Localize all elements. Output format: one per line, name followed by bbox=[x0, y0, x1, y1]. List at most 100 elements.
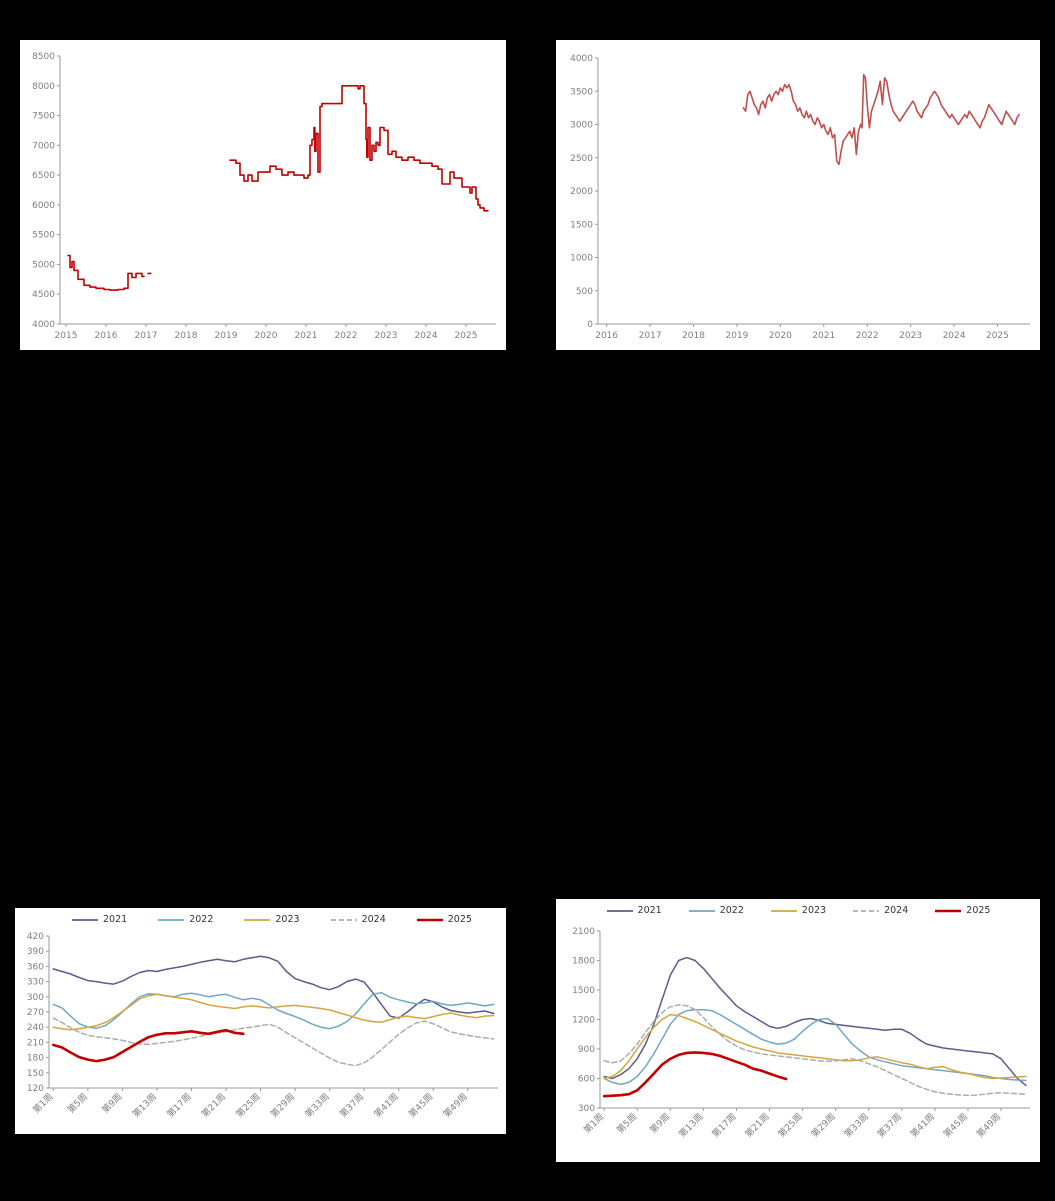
line-chart: 0 500 1000 1500 2000 2500 3000 3500 4000 2016 2017… bbox=[570, 54, 1030, 341]
svg-text:2100: 2100 bbox=[572, 927, 595, 937]
svg-text:第25周: 第25周 bbox=[775, 1111, 804, 1140]
svg-text:1000: 1000 bbox=[570, 254, 593, 264]
legend-label: 2023 bbox=[801, 905, 827, 916]
svg-text:3000: 3000 bbox=[570, 121, 593, 131]
svg-text:420: 420 bbox=[27, 932, 44, 942]
svg-text:1500: 1500 bbox=[572, 986, 595, 996]
svg-text:第9周: 第9周 bbox=[99, 1091, 124, 1116]
svg-text:600: 600 bbox=[578, 1075, 595, 1085]
svg-text:2025: 2025 bbox=[455, 331, 478, 341]
legend-label: 2023 bbox=[275, 914, 300, 925]
svg-text:2021: 2021 bbox=[812, 331, 835, 341]
svg-text:390: 390 bbox=[27, 947, 44, 957]
svg-text:第5周: 第5周 bbox=[614, 1111, 639, 1136]
legend-item-2024: 2024 bbox=[330, 914, 386, 925]
legend-item-2022: 2022 bbox=[157, 914, 213, 925]
svg-text:2017: 2017 bbox=[639, 331, 662, 341]
svg-text:7500: 7500 bbox=[32, 112, 55, 122]
svg-text:2019: 2019 bbox=[725, 331, 748, 341]
svg-text:8000: 8000 bbox=[32, 82, 55, 92]
chart-panel-top-left: 4000 4500 5000 5500 6000 6500 7000 7500 8000 8500… bbox=[20, 40, 506, 350]
svg-text:第37周: 第37周 bbox=[875, 1111, 904, 1140]
multi-series-line-chart: 300 600 900 1200 1500 1800 2100 第1周 第5周 第9周 第13周 第1… bbox=[572, 927, 1030, 1140]
svg-text:330: 330 bbox=[27, 978, 44, 988]
chart-panel-bottom-right: 2021 2022 2023 2024 2025 300 600 900 1200 1500 18… bbox=[556, 899, 1040, 1162]
svg-text:300: 300 bbox=[578, 1104, 595, 1114]
svg-text:4500: 4500 bbox=[32, 290, 55, 300]
legend-label: 2024 bbox=[361, 914, 386, 925]
svg-text:第1周: 第1周 bbox=[30, 1091, 55, 1116]
legend-label: 2022 bbox=[189, 914, 214, 925]
svg-text:第13周: 第13周 bbox=[130, 1091, 159, 1120]
svg-text:2023: 2023 bbox=[375, 331, 398, 341]
svg-text:2024: 2024 bbox=[943, 331, 966, 341]
svg-text:5500: 5500 bbox=[32, 231, 55, 241]
legend-line-swatch bbox=[688, 909, 715, 912]
legend-item-2021: 2021 bbox=[71, 914, 127, 925]
svg-text:第1周: 第1周 bbox=[581, 1111, 606, 1136]
legend-label: 2025 bbox=[966, 905, 991, 916]
svg-text:2022: 2022 bbox=[335, 331, 358, 341]
svg-text:2025: 2025 bbox=[986, 331, 1009, 341]
svg-text:500: 500 bbox=[576, 287, 593, 297]
svg-text:2020: 2020 bbox=[255, 331, 278, 341]
legend-line-swatch bbox=[770, 909, 797, 912]
svg-text:第9周: 第9周 bbox=[647, 1111, 672, 1136]
svg-text:第41周: 第41周 bbox=[372, 1091, 401, 1120]
svg-text:2016: 2016 bbox=[595, 331, 618, 341]
svg-text:3500: 3500 bbox=[570, 87, 593, 97]
svg-text:1800: 1800 bbox=[572, 957, 595, 967]
svg-text:第29周: 第29周 bbox=[268, 1091, 297, 1120]
svg-text:第45周: 第45周 bbox=[406, 1091, 435, 1120]
svg-text:第37周: 第37周 bbox=[337, 1091, 366, 1120]
multi-series-line-chart: 120150180210240270300330360390420第1周 第5周第… bbox=[27, 932, 498, 1120]
legend-label: 2025 bbox=[447, 914, 472, 925]
svg-text:第29周: 第29周 bbox=[808, 1111, 837, 1140]
svg-text:第25周: 第25周 bbox=[233, 1091, 262, 1120]
svg-text:210: 210 bbox=[27, 1038, 44, 1048]
svg-text:1500: 1500 bbox=[570, 220, 593, 230]
legend-item-2025: 2025 bbox=[416, 914, 472, 925]
legend-item-2024: 2024 bbox=[852, 905, 908, 916]
svg-text:第45周: 第45周 bbox=[941, 1111, 970, 1140]
svg-text:7000: 7000 bbox=[32, 141, 55, 151]
svg-text:2015: 2015 bbox=[55, 331, 78, 341]
legend-line-swatch bbox=[158, 918, 185, 921]
svg-text:360: 360 bbox=[27, 962, 44, 972]
step-line-chart: 4000 4500 5000 5500 6000 6500 7000 7500 8000 8500… bbox=[32, 52, 496, 341]
svg-text:第17周: 第17周 bbox=[164, 1091, 193, 1120]
svg-text:2500: 2500 bbox=[570, 154, 593, 164]
svg-text:2019: 2019 bbox=[215, 331, 238, 341]
chart-panel-top-right: 0 500 1000 1500 2000 2500 3000 3500 4000 2016 2017… bbox=[556, 40, 1040, 350]
svg-text:第13周: 第13周 bbox=[676, 1111, 705, 1140]
legend-line-swatch bbox=[72, 918, 98, 921]
svg-text:第49周: 第49周 bbox=[974, 1111, 1003, 1140]
legend-line-swatch bbox=[330, 918, 357, 921]
legend-label: 2021 bbox=[103, 914, 128, 925]
legend-item-2023: 2023 bbox=[243, 914, 300, 925]
svg-text:2022: 2022 bbox=[856, 331, 879, 341]
chart-panel-bottom-left: 2021 2022 2023 2024 2025 120 150 180 210 240 270 3… bbox=[15, 908, 506, 1134]
svg-text:第17周: 第17周 bbox=[709, 1111, 738, 1140]
legend-item-2023: 2023 bbox=[770, 905, 826, 916]
svg-text:900: 900 bbox=[578, 1045, 595, 1055]
svg-text:第5周: 第5周 bbox=[65, 1091, 90, 1116]
svg-text:2017: 2017 bbox=[135, 331, 158, 341]
svg-text:120: 120 bbox=[27, 1084, 44, 1094]
legend-line-swatch bbox=[853, 909, 880, 912]
chart-legend: 2021 2022 2023 2024 2025 bbox=[71, 914, 472, 925]
svg-text:5000: 5000 bbox=[32, 260, 55, 270]
svg-text:270: 270 bbox=[27, 1008, 44, 1018]
svg-text:0: 0 bbox=[587, 320, 593, 330]
svg-text:6000: 6000 bbox=[32, 201, 55, 211]
svg-text:第33周: 第33周 bbox=[302, 1091, 331, 1120]
svg-text:第41周: 第41周 bbox=[908, 1111, 937, 1140]
svg-text:6500: 6500 bbox=[32, 171, 55, 181]
svg-text:4000: 4000 bbox=[570, 54, 593, 64]
svg-text:2016: 2016 bbox=[95, 331, 118, 341]
svg-text:2021: 2021 bbox=[295, 331, 318, 341]
legend-item-2021: 2021 bbox=[606, 905, 662, 916]
legend-label: 2024 bbox=[884, 905, 909, 916]
svg-text:2018: 2018 bbox=[175, 331, 198, 341]
svg-text:2020: 2020 bbox=[769, 331, 792, 341]
